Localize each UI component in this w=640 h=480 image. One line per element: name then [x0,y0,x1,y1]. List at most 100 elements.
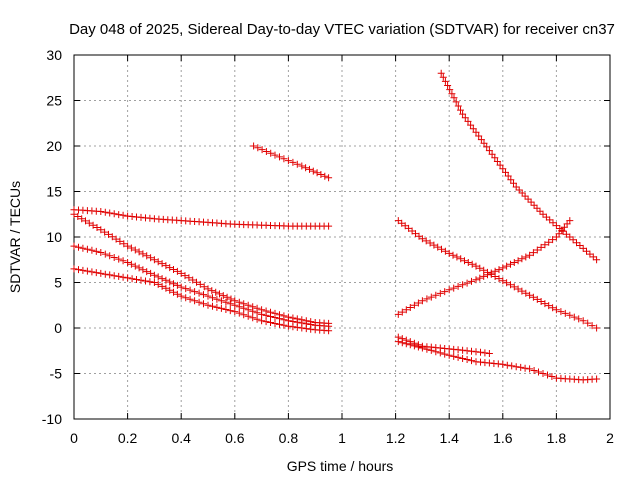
data-point [284,157,292,165]
data-point [507,281,514,289]
data-point [526,251,534,259]
data-point [432,291,440,299]
data-point [271,151,279,159]
data-point [120,240,128,248]
series-sat-G [394,217,601,332]
data-point [196,280,204,288]
y-axis-label: SDTVAR / TECUs [7,181,23,293]
data-point [166,278,174,286]
data-point [143,268,151,276]
data-point [162,262,170,270]
data-point [293,323,301,331]
data-point [461,257,468,265]
data-point [193,278,200,286]
data-point [166,286,174,294]
x-tick-label: 0.8 [279,430,299,446]
data-point [127,244,135,252]
data-point [463,356,471,363]
data-point [485,350,493,357]
data-point [166,264,174,272]
data-point [128,275,136,283]
data-point [262,148,270,155]
data-point [213,295,221,303]
data-point [481,349,489,357]
data-point [124,242,132,250]
data-point [457,106,464,114]
data-point [83,267,91,275]
data-point [503,361,511,369]
data-point [302,325,310,333]
data-point [459,110,467,118]
data-point [418,344,426,352]
data-point [110,272,118,280]
data-point [537,298,545,305]
data-point [325,222,333,230]
data-point [105,230,112,238]
data-point [88,246,96,254]
data-point [115,272,123,280]
data-point [449,251,457,259]
data-point [436,289,444,297]
data-point [101,250,109,258]
data-point [541,300,549,308]
data-point [223,293,231,301]
data-point [454,102,462,110]
x-tick-label: 2 [606,430,614,446]
data-point [546,216,554,224]
data-point [289,323,297,331]
data-point [570,313,578,321]
data-point [453,253,461,261]
data-point [97,226,105,234]
data-point [135,264,143,272]
data-point [209,294,216,302]
data-point [450,352,458,360]
data-point [307,325,315,333]
data-point [276,153,283,161]
y-tick-label: 20 [46,138,62,154]
data-point [208,287,216,295]
data-point [146,278,154,286]
data-point [472,276,480,284]
data-point [518,287,526,295]
data-point [394,310,402,318]
data-point [485,147,493,155]
data-point [325,327,333,335]
data-point [545,238,553,246]
data-point [244,312,252,320]
data-point [445,249,453,257]
x-tick-label: 0 [70,430,78,446]
data-point [162,284,170,292]
data-point [499,165,507,173]
data-point [588,322,596,330]
data-point [418,235,426,243]
data-point [584,319,592,327]
data-point [204,285,212,293]
data-point [510,179,517,187]
data-point [150,279,158,286]
data-point [181,272,189,280]
data-point [89,221,97,229]
data-point [302,164,310,172]
data-point [427,293,435,301]
series-sat-J [394,338,601,384]
data-point [173,267,181,275]
data-point [491,154,499,162]
data-point [137,276,145,284]
data-point [222,306,230,313]
data-point [124,259,132,266]
data-point [240,311,248,319]
data-point [432,348,440,356]
data-point [158,260,166,268]
data-point [579,317,587,325]
data-point [398,339,406,347]
data-point [524,195,532,203]
data-point [217,304,225,312]
data-point [298,324,306,332]
data-point [244,306,252,314]
data-point [170,288,177,296]
data-point [418,297,426,305]
series-sat-H [394,217,574,318]
data-point [219,292,227,300]
data-point [398,308,406,316]
data-point [438,245,445,253]
